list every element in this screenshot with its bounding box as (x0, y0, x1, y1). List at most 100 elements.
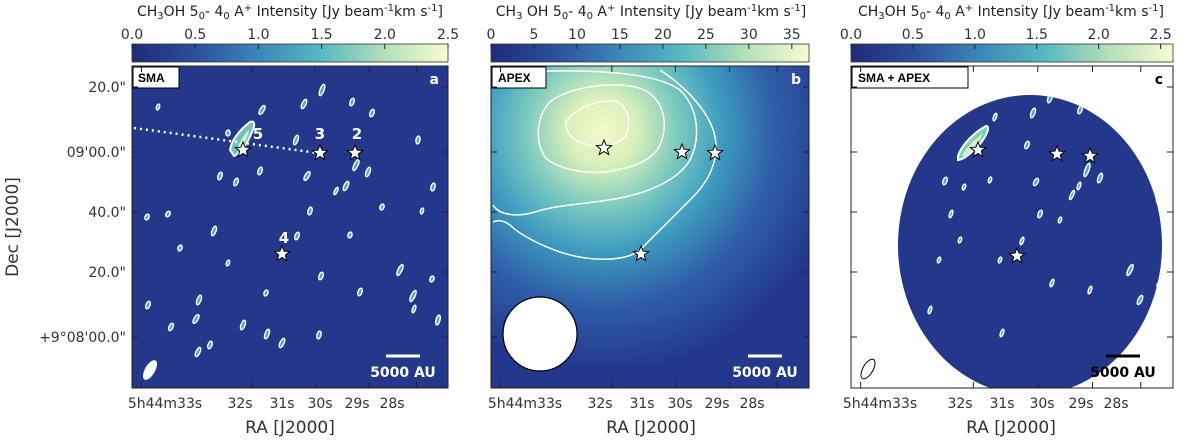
colorbar-b-tick-label: 35 (783, 27, 801, 43)
panel-a-tag: SMA (138, 71, 165, 85)
axis-ticks (132, 66, 1173, 388)
source-star-marker (595, 138, 613, 156)
source-star-marker (311, 143, 329, 161)
emission-blob (429, 275, 435, 283)
colorbar-a-tick-label: 2.5 (437, 27, 459, 43)
emission-blob (278, 337, 286, 349)
colorbar-a-tick-label: 1.0 (247, 27, 269, 43)
emission-blob (352, 158, 360, 172)
emission-blob (1029, 107, 1037, 119)
source-star-marker (969, 140, 987, 158)
emission-blob (1023, 140, 1031, 150)
emission-blob (957, 236, 963, 244)
emission-blob (999, 328, 1005, 338)
emission-blob (434, 314, 442, 326)
emission-blob (1136, 294, 1144, 306)
colorbar-a-tick-label: 0.5 (184, 27, 206, 43)
ra-tick-label: 32s (227, 396, 252, 412)
source-label: 5 (253, 125, 263, 143)
emission-blob (144, 300, 152, 310)
emission-blob (356, 287, 364, 297)
emission-blob (165, 210, 171, 218)
colorbar-b-tick-label: 15 (611, 27, 629, 43)
emission-blob (1036, 209, 1044, 219)
colorbar-b-tick-label: 30 (740, 27, 758, 43)
emission-blob (263, 289, 269, 297)
emission-blob (347, 231, 353, 239)
emission-blob (419, 207, 425, 215)
emission-blob (1068, 189, 1076, 201)
beam-circle-b (502, 296, 578, 372)
emission-blob (206, 340, 214, 350)
emission-blob (364, 166, 372, 178)
emission-blob (430, 182, 436, 192)
emission-blob (342, 180, 350, 192)
colorbar-title-a: CH3OH 50- 40 A+ Intensity [Jy beam-1km s… (137, 3, 443, 22)
emission-blob (992, 112, 998, 122)
emission-blob (225, 129, 231, 137)
colorbar-a-tick-label: 2.0 (374, 27, 396, 43)
emission-blob (210, 225, 218, 237)
emission-blob (195, 294, 203, 306)
panel-c: 5000 AU SMA + APEX c (850, 65, 1174, 389)
emission-blob (1096, 172, 1104, 184)
emission-blob (155, 103, 161, 111)
emission-blob (317, 271, 325, 281)
colorbar-b-tick-label: 0 (487, 27, 496, 43)
colorbar-a-tick-label: 0.0 (121, 27, 143, 43)
ra-tick-label: 29s (344, 396, 369, 412)
dec-tick-label: +9°08'00.0" (39, 330, 126, 346)
emission-blob (239, 319, 247, 331)
emission-blob (396, 263, 404, 277)
ra-tick-label: 31s (989, 396, 1014, 412)
source-star-marker (1048, 144, 1066, 162)
ra-tick-label: 5h44m33s (843, 396, 917, 412)
colorbar-b-tick-label: 25 (697, 27, 715, 43)
panel-a-letter: a (430, 72, 439, 88)
colorbar-title-c: CH3OH 50- 40 A+ Intensity [Jy beam-1km s… (858, 3, 1164, 22)
panel-c-primary-beam (898, 95, 1162, 388)
colorbar-c-tick-label: 2.5 (1149, 27, 1171, 43)
scalebar-b-label: 5000 AU (732, 365, 798, 381)
emission-blob (216, 171, 224, 181)
emission-blob (303, 170, 311, 182)
source-star-marker (273, 244, 291, 262)
source-label: 2 (352, 125, 362, 143)
x-axis-label-a: RA [J2000] (245, 418, 335, 438)
panel-a: 5000 AU SMA a 5 3 2 4 (131, 65, 449, 389)
emission-blob (1083, 162, 1091, 178)
ra-tick-label: 28s (379, 396, 404, 412)
emission-blob (316, 330, 322, 340)
colorbar-c: 0.0 0.5 1.0 1.5 2.0 2.5 (840, 27, 1174, 63)
panel-b: 5000 AU APEX b (490, 65, 810, 389)
outflow-axis-line (133, 126, 319, 155)
emission-blob (936, 256, 942, 264)
ra-tick-label: 28s (1103, 396, 1128, 412)
emission-blob (258, 104, 266, 116)
scalebar-a-label: 5000 AU (370, 365, 436, 381)
emission-blob (177, 244, 183, 252)
ra-tick-label: 29s (704, 396, 729, 412)
ra-tick-label: 29s (1068, 396, 1093, 412)
colorbar-b-tick-label: 20 (654, 27, 672, 43)
colorbar-c-tick-label: 0.0 (840, 27, 862, 43)
ra-tick-label: 28s (739, 396, 764, 412)
source-star-marker (234, 140, 252, 158)
scalebar-c-label: 5000 AU (1090, 365, 1156, 381)
source-star-marker (1008, 246, 1026, 264)
emission-blob (961, 183, 967, 191)
emission-blob (263, 328, 271, 340)
colorbar-c-tick-label: 1.0 (964, 27, 986, 43)
ra-tick-labels: 5h44m33s 32s 31s 30s 29s 28s 5h44m33s 32s 31s 30s… (128, 396, 1129, 412)
emission-blob (167, 322, 175, 332)
ra-tick-label: 5h44m33s (488, 396, 562, 412)
emission-blob (379, 203, 385, 211)
panel-c-letter: c (1155, 72, 1163, 88)
emission-blob (318, 83, 326, 97)
emission-blob (194, 346, 202, 358)
source-star-marker (1081, 146, 1099, 164)
colorbar-c-tick-label: 1.5 (1026, 27, 1048, 43)
ra-tick-label: 30s (1029, 396, 1054, 412)
colorbar-a: 0.0 0.5 1.0 1.5 2.0 2.5 (121, 27, 459, 63)
ra-tick-label: 5h44m33s (128, 396, 202, 412)
